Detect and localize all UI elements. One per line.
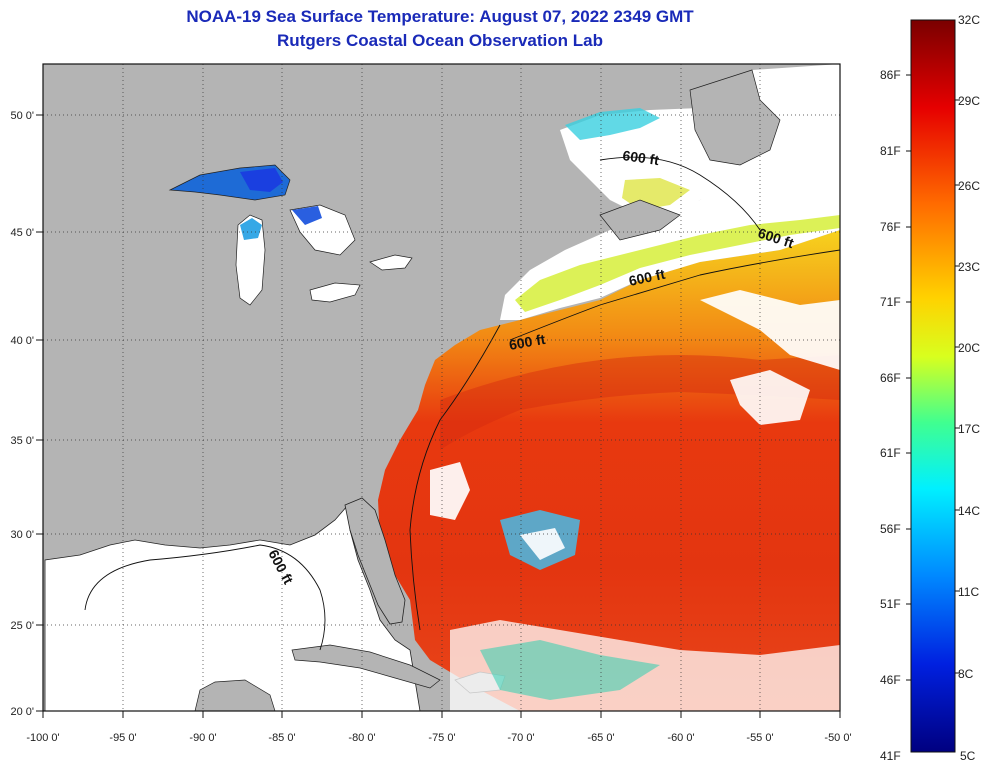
cb-f-66: 66F — [880, 371, 901, 385]
st-lawrence-cold — [565, 108, 660, 140]
lat-label-25: 25 0' — [10, 620, 34, 632]
lon-label-75: -75 0' — [428, 732, 455, 744]
cb-f-61: 61F — [880, 446, 901, 460]
cb-c-23: 23C — [958, 260, 981, 274]
lon-label-90: -90 0' — [189, 732, 216, 744]
lake-huron-cold — [292, 206, 322, 225]
lon-label-55: -55 0' — [746, 732, 773, 744]
cold-cloud-south — [480, 640, 660, 700]
shelf-strip — [515, 215, 840, 312]
cb-f-81: 81F — [880, 144, 901, 158]
lake-michigan-north — [240, 218, 262, 240]
frame-ticks — [36, 114, 841, 718]
lake-ontario — [369, 254, 413, 271]
lon-label-70: -70 0' — [507, 732, 534, 744]
cb-f-46: 46F — [880, 673, 901, 687]
cb-f-51: 51F — [880, 597, 901, 611]
cloud-patch-2 — [730, 370, 810, 425]
lat-label-50: 50 0' — [10, 110, 34, 122]
lon-label-85: -85 0' — [268, 732, 295, 744]
cloud-patch-1 — [700, 290, 840, 370]
cb-f-76: 76F — [880, 220, 901, 234]
lake-erie — [309, 282, 361, 303]
lon-label-100: -100 0' — [26, 732, 59, 744]
colorbar-ticks — [906, 74, 960, 681]
atlantic-sst — [378, 230, 840, 711]
newfoundland — [689, 69, 781, 166]
yucatan — [194, 679, 276, 711]
latitude-labels: 50 0' 45 0' 40 0' 35 0' 30 0' 25 0' 20 0… — [10, 110, 34, 718]
cb-c-8: 8C — [958, 667, 974, 681]
lat-label-30: 30 0' — [10, 529, 34, 541]
cb-f-56: 56F — [880, 522, 901, 536]
cb-c-14: 14C — [958, 504, 981, 518]
lon-label-80: -80 0' — [348, 732, 375, 744]
contour-600ft-gulf — [84, 544, 326, 651]
contour-600ft-ne — [509, 249, 840, 341]
lon-label-50: -50 0' — [824, 732, 851, 744]
grid-lines — [43, 64, 840, 711]
lat-label-40: 40 0' — [10, 335, 34, 347]
cb-f-86: 86F — [880, 68, 901, 82]
longitude-labels: -100 0' -95 0' -90 0' -85 0' -80 0' -75 … — [26, 732, 851, 744]
map-subtitle: Rutgers Coastal Ocean Observation Lab — [277, 31, 603, 50]
lat-label-20: 20 0' — [10, 706, 34, 718]
lon-label-60: -60 0' — [667, 732, 694, 744]
cb-c-5: 5C — [960, 749, 976, 763]
cb-c-20: 20C — [958, 341, 981, 355]
cb-c-32: 32C — [958, 13, 981, 27]
contour-label-1: 600 ft — [622, 147, 661, 168]
contour-label-4: 600 ft — [508, 331, 547, 353]
lon-label-65: -65 0' — [587, 732, 614, 744]
florida — [344, 497, 406, 625]
lat-label-35: 35 0' — [10, 435, 34, 447]
contour-600ft-north — [599, 156, 761, 231]
lon-label-95: -95 0' — [109, 732, 136, 744]
cb-f-71: 71F — [880, 295, 901, 309]
map-title: NOAA-19 Sea Surface Temperature: August … — [186, 7, 694, 26]
nova-scotia — [599, 199, 681, 241]
cb-c-26: 26C — [958, 179, 981, 193]
cb-c-29: 29C — [958, 94, 981, 108]
cloud-patch-4 — [520, 528, 565, 560]
cuba — [291, 644, 441, 689]
lat-label-45: 45 0' — [10, 227, 34, 239]
map-area: 600 ft 600 ft 600 ft 600 ft 600 ft — [43, 64, 840, 711]
cb-c-11: 11C — [958, 585, 980, 599]
cloud-patch-3 — [430, 462, 470, 520]
contour-600ft-east — [409, 324, 501, 631]
cb-c-17: 17C — [958, 422, 981, 436]
cb-f-41: 41F — [880, 749, 901, 763]
lake-superior-deep — [240, 168, 283, 192]
colorbar — [910, 19, 956, 753]
contour-label-3: 600 ft — [627, 266, 666, 289]
